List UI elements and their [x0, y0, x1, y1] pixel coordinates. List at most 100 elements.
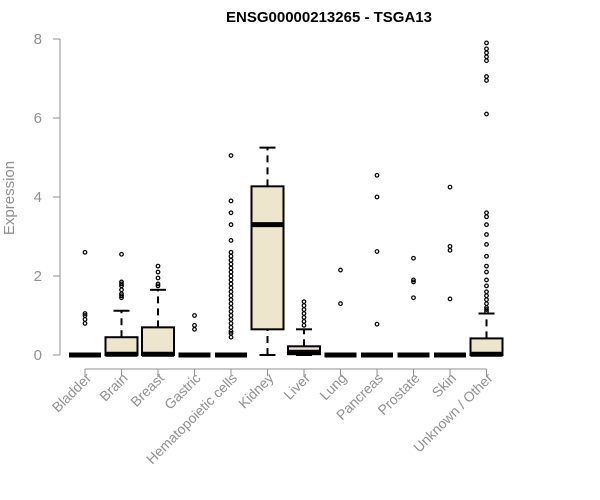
- outlier-point: [228, 293, 234, 299]
- outlier-point: [484, 232, 489, 237]
- box-group: [178, 313, 211, 358]
- outlier-point: [82, 313, 88, 318]
- outlier-point: [192, 322, 197, 328]
- outlier-point: [228, 210, 234, 216]
- outlier-point: [484, 222, 489, 228]
- outlier-point: [484, 293, 489, 299]
- x-tick-label: Lung: [316, 370, 349, 403]
- outlier-point: [82, 249, 88, 255]
- outlier-point: [82, 311, 88, 316]
- outlier-point: [119, 279, 124, 285]
- outlier-point: [82, 317, 88, 322]
- x-tick-label: Kidney: [235, 370, 277, 412]
- outlier-point: [484, 111, 489, 117]
- box-group: [361, 172, 393, 358]
- outlier-point: [484, 269, 489, 275]
- x-tick-label: Bladder: [49, 370, 95, 416]
- outlier-point: [228, 257, 234, 263]
- outlier-point: [484, 46, 489, 52]
- outlier-point: [228, 301, 234, 307]
- outlier-point: [228, 281, 234, 287]
- outlier-point: [301, 299, 307, 305]
- outlier-point: [228, 330, 234, 336]
- outlier-point: [228, 249, 234, 255]
- outlier-point: [484, 297, 489, 303]
- outlier-point: [155, 263, 161, 269]
- y-tick-label: 6: [34, 110, 42, 127]
- box-group: [287, 299, 321, 356]
- outlier-point: [301, 322, 307, 328]
- outlier-point: [447, 243, 453, 249]
- outlier-point: [228, 317, 234, 322]
- outlier-point: [228, 269, 234, 275]
- outlier-point: [228, 265, 234, 271]
- box-group: [397, 255, 430, 358]
- outlier-point: [484, 263, 489, 269]
- outlier-point: [228, 285, 234, 291]
- outlier-point: [228, 153, 234, 158]
- outlier-point: [484, 58, 489, 64]
- x-tick-label: Skin: [429, 370, 460, 401]
- outlier-point: [155, 281, 161, 287]
- outlier-point: [228, 321, 234, 326]
- outlier-point: [484, 50, 489, 56]
- outlier-point: [155, 269, 161, 275]
- box-group: [104, 251, 139, 357]
- y-tick-label: 2: [34, 268, 42, 285]
- outlier-point: [155, 275, 161, 281]
- outlier-point: [484, 301, 489, 307]
- outlier-point: [228, 334, 234, 340]
- outlier-point: [119, 281, 124, 287]
- x-tick-label: Liver: [280, 370, 313, 403]
- outlier-point: [119, 287, 124, 293]
- outlier-point: [484, 78, 489, 83]
- outlier-point: [119, 251, 124, 257]
- outlier-point: [374, 249, 380, 254]
- outlier-point: [484, 307, 489, 312]
- outlier-point: [447, 184, 453, 190]
- box-iqr: [141, 326, 175, 357]
- x-tick-label: Breast: [127, 370, 167, 410]
- outlier-point: [447, 296, 453, 302]
- y-axis: 0 2 4 6 8: [34, 31, 61, 364]
- outlier-point: [484, 54, 489, 60]
- outlier-point: [301, 303, 307, 309]
- box-group: [469, 40, 504, 357]
- x-tick-label: Brain: [96, 370, 130, 404]
- outlier-point: [301, 319, 307, 324]
- outlier-point: [484, 289, 489, 295]
- outlier-point: [484, 253, 489, 259]
- outlier-point: [192, 313, 197, 318]
- outlier-point: [301, 307, 307, 312]
- outlier-point: [338, 267, 343, 273]
- outlier-point: [228, 324, 234, 330]
- outlier-point: [484, 74, 489, 79]
- box-group: [324, 267, 357, 358]
- outlier-point: [411, 255, 416, 261]
- outlier-point: [484, 40, 489, 46]
- chart-title: ENSG00000213265 - TSGA13: [226, 9, 432, 26]
- outlier-point: [374, 321, 380, 327]
- outlier-point: [228, 261, 234, 267]
- outlier-point: [228, 309, 234, 314]
- outlier-point: [301, 315, 307, 320]
- y-tick-label: 0: [34, 347, 42, 364]
- outlier-point: [484, 277, 489, 283]
- box-group: [434, 184, 466, 358]
- outlier-point: [374, 194, 380, 200]
- outlier-point: [228, 313, 234, 318]
- box-iqr: [250, 185, 285, 331]
- y-axis-label: Expression: [1, 161, 18, 235]
- outlier-point: [119, 293, 124, 299]
- outlier-point: [82, 321, 88, 326]
- outlier-point: [228, 222, 234, 228]
- outlier-point: [484, 241, 489, 247]
- box-group: [141, 263, 175, 357]
- outlier-point: [411, 295, 416, 301]
- outlier-point: [228, 238, 234, 243]
- outlier-point: [374, 172, 380, 178]
- outlier-point: [484, 283, 489, 289]
- y-tick-label: 4: [34, 189, 42, 206]
- outlier-point: [155, 283, 161, 289]
